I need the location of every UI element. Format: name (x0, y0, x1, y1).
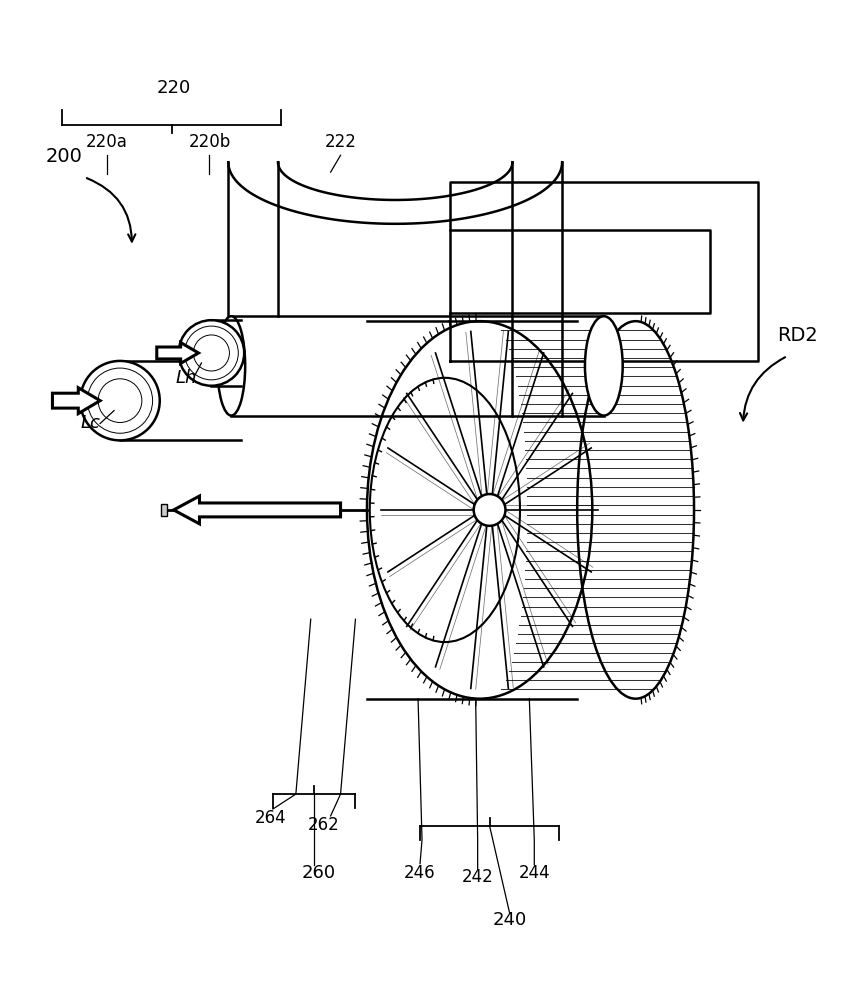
Text: 222: 222 (325, 133, 356, 151)
Circle shape (80, 361, 160, 440)
FancyArrowPatch shape (740, 357, 785, 420)
Text: 200: 200 (46, 147, 82, 166)
Text: Lh: Lh (176, 369, 197, 387)
Text: 240: 240 (492, 911, 526, 929)
Text: RD2: RD2 (777, 326, 818, 345)
Ellipse shape (585, 316, 623, 416)
Text: 244: 244 (518, 864, 550, 882)
FancyArrow shape (53, 388, 100, 414)
Circle shape (473, 494, 506, 526)
FancyArrow shape (173, 496, 341, 524)
Circle shape (178, 320, 244, 386)
Text: 220b: 220b (189, 133, 230, 151)
FancyArrow shape (156, 343, 199, 363)
Ellipse shape (218, 316, 245, 416)
Bar (161, 504, 167, 516)
Text: 264: 264 (255, 809, 286, 827)
Text: 246: 246 (405, 864, 436, 882)
Text: Lc: Lc (80, 414, 100, 432)
Text: 220a: 220a (86, 133, 128, 151)
Text: 260: 260 (302, 864, 336, 882)
Text: 242: 242 (462, 868, 494, 886)
Text: 262: 262 (308, 816, 339, 834)
Text: 220: 220 (156, 79, 190, 97)
FancyArrowPatch shape (87, 178, 135, 242)
